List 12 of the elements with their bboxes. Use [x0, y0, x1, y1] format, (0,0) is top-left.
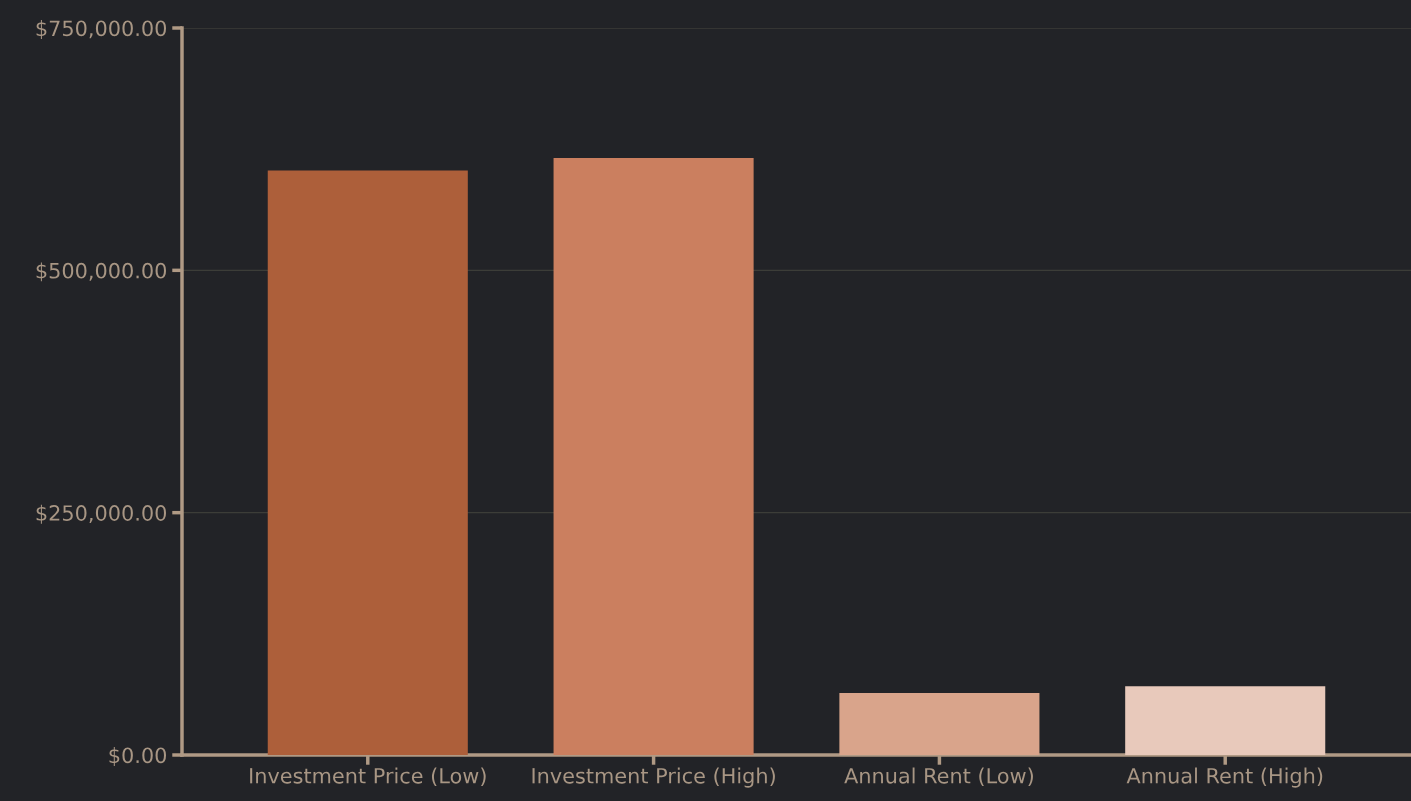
y-tick-label: $750,000.00: [36, 20, 167, 39]
bar: [267, 170, 468, 755]
bar: [553, 157, 754, 755]
y-tick-label: $500,000.00: [36, 262, 167, 282]
bar: [1125, 686, 1326, 755]
x-tick-label: Investment Price (High): [532, 767, 775, 788]
x-tick-label: Annual Rent (High): [1126, 767, 1323, 788]
bar: [839, 692, 1040, 755]
x-tick-label: Investment Price (Low): [250, 767, 486, 787]
y-tick-label: $250,000.00: [36, 504, 167, 524]
x-tick-label: Annual Rent (Low): [844, 767, 1033, 787]
y-tick-label: $0.00: [109, 747, 167, 766]
